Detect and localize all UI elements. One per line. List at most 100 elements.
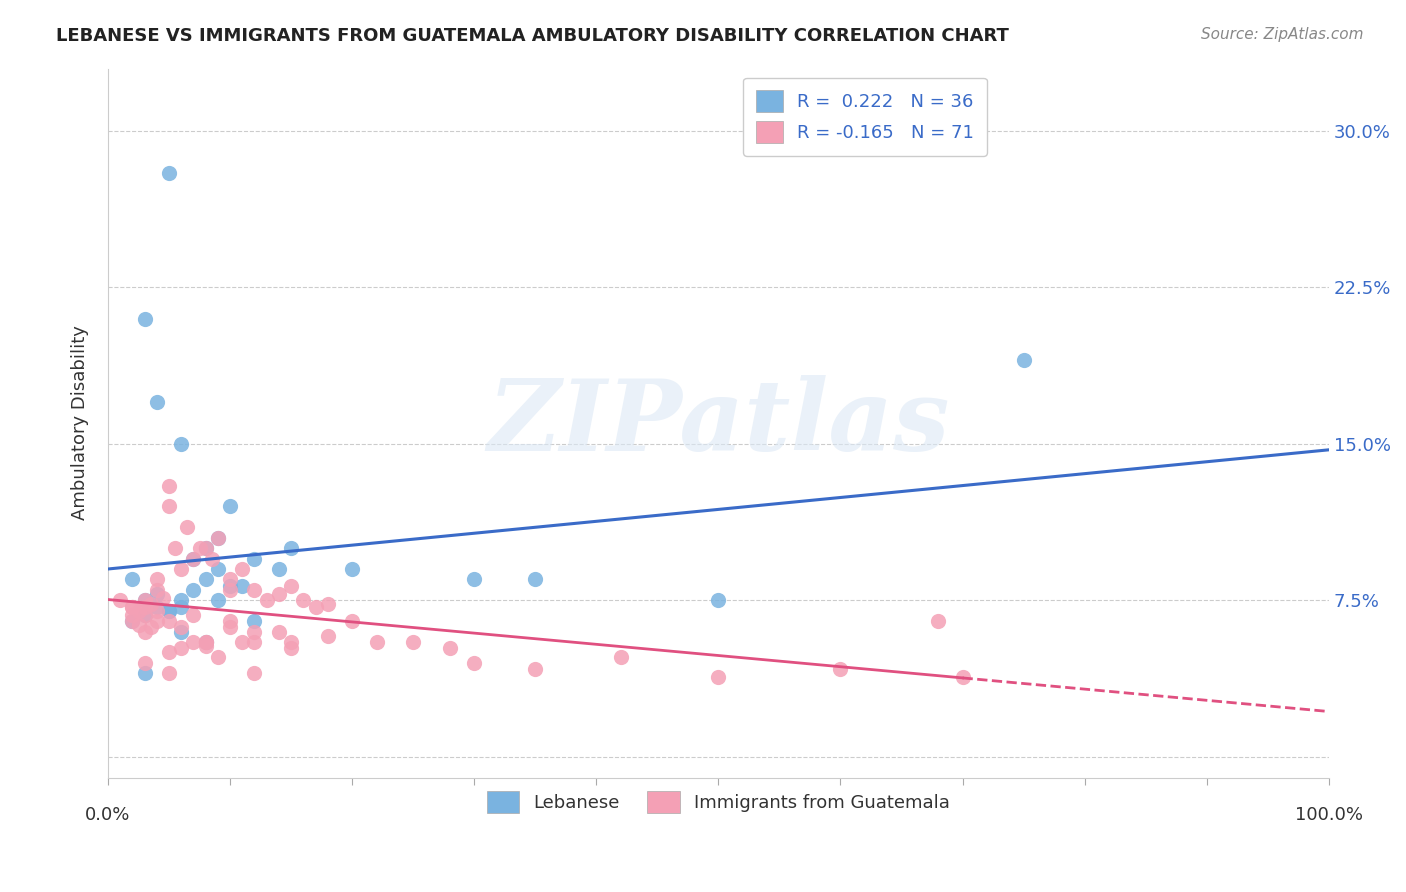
Point — [157, 645, 180, 659]
Point — [134, 599, 156, 614]
Point — [463, 573, 485, 587]
Point — [121, 607, 143, 622]
Point — [176, 520, 198, 534]
Point — [280, 541, 302, 556]
Point — [243, 551, 266, 566]
Point — [280, 641, 302, 656]
Point — [207, 531, 229, 545]
Point — [439, 641, 461, 656]
Point — [121, 614, 143, 628]
Point — [157, 604, 180, 618]
Point — [316, 629, 339, 643]
Point — [157, 604, 180, 618]
Point — [152, 591, 174, 606]
Point — [194, 573, 217, 587]
Point — [316, 598, 339, 612]
Point — [256, 593, 278, 607]
Text: 100.0%: 100.0% — [1295, 806, 1362, 824]
Point — [157, 478, 180, 492]
Point — [280, 635, 302, 649]
Point — [280, 579, 302, 593]
Point — [707, 670, 730, 684]
Point — [134, 624, 156, 639]
Point — [134, 656, 156, 670]
Point — [157, 500, 180, 514]
Text: ZIPatlas: ZIPatlas — [488, 375, 949, 471]
Point — [157, 614, 180, 628]
Text: LEBANESE VS IMMIGRANTS FROM GUATEMALA AMBULATORY DISABILITY CORRELATION CHART: LEBANESE VS IMMIGRANTS FROM GUATEMALA AM… — [56, 27, 1010, 45]
Point — [165, 541, 187, 556]
Point — [170, 437, 193, 451]
Point — [121, 614, 143, 628]
Point — [183, 582, 205, 597]
Point — [146, 587, 169, 601]
Point — [121, 599, 143, 614]
Point — [170, 641, 193, 656]
Point — [207, 562, 229, 576]
Point — [207, 649, 229, 664]
Point — [243, 582, 266, 597]
Point — [134, 607, 156, 622]
Point — [207, 593, 229, 607]
Point — [231, 635, 253, 649]
Point — [194, 635, 217, 649]
Point — [121, 573, 143, 587]
Point — [128, 618, 150, 632]
Point — [219, 614, 242, 628]
Point — [219, 582, 242, 597]
Point — [194, 639, 217, 653]
Point — [134, 593, 156, 607]
Point — [146, 573, 169, 587]
Point — [243, 666, 266, 681]
Point — [128, 604, 150, 618]
Point — [170, 593, 193, 607]
Point — [524, 573, 547, 587]
Point — [170, 562, 193, 576]
Point — [146, 604, 169, 618]
Point — [194, 635, 217, 649]
Point — [267, 624, 290, 639]
Point — [304, 599, 326, 614]
Point — [267, 587, 290, 601]
Point — [170, 624, 193, 639]
Point — [134, 607, 156, 622]
Point — [927, 614, 949, 628]
Point — [340, 562, 363, 576]
Point — [292, 593, 315, 607]
Point — [146, 614, 169, 628]
Point — [340, 614, 363, 628]
Point — [952, 670, 974, 684]
Point — [183, 551, 205, 566]
Point — [170, 620, 193, 634]
Point — [243, 624, 266, 639]
Point — [463, 656, 485, 670]
Point — [402, 635, 425, 649]
Point — [231, 562, 253, 576]
Point — [219, 620, 242, 634]
Point — [267, 562, 290, 576]
Point — [366, 635, 388, 649]
Point — [219, 573, 242, 587]
Point — [157, 166, 180, 180]
Point — [1012, 353, 1035, 368]
Point — [243, 635, 266, 649]
Text: Source: ZipAtlas.com: Source: ZipAtlas.com — [1201, 27, 1364, 42]
Point — [219, 500, 242, 514]
Point — [108, 593, 131, 607]
Point — [139, 620, 162, 634]
Point — [219, 579, 242, 593]
Point — [183, 551, 205, 566]
Y-axis label: Ambulatory Disability: Ambulatory Disability — [72, 326, 89, 520]
Point — [194, 541, 217, 556]
Point — [243, 614, 266, 628]
Point — [207, 531, 229, 545]
Point — [170, 599, 193, 614]
Point — [524, 662, 547, 676]
Point — [134, 311, 156, 326]
Point — [707, 593, 730, 607]
Point — [194, 541, 217, 556]
Point — [146, 582, 169, 597]
Point — [157, 666, 180, 681]
Point — [139, 598, 162, 612]
Point — [134, 666, 156, 681]
